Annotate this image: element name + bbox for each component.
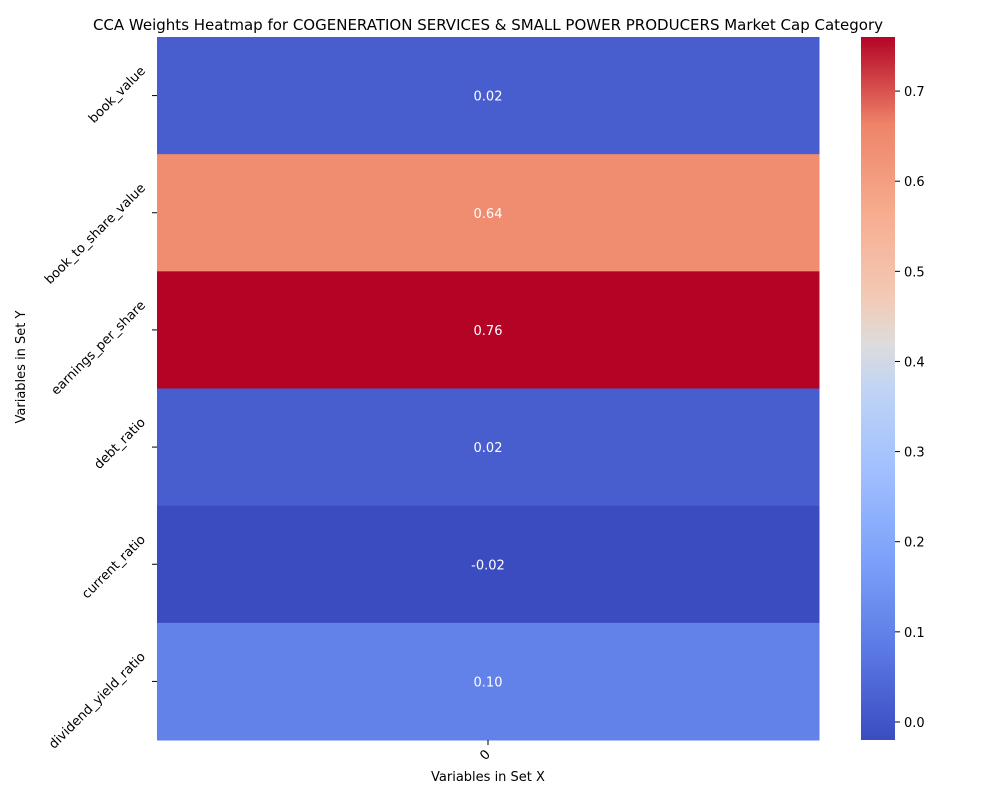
colorbar-tick-label: 0.4 bbox=[904, 355, 925, 370]
colorbar-gradient bbox=[861, 37, 895, 740]
heatmap-cells: 0.02 0.64 0.76 0.02 -0.02 0.10 bbox=[157, 37, 820, 741]
colorbar-tick-label: 0.3 bbox=[904, 446, 925, 461]
y-tick-label: current_ratio bbox=[79, 532, 149, 602]
heatmap-cell bbox=[157, 622, 820, 741]
heatmap-cell bbox=[157, 37, 820, 155]
colorbar-tick-label: 0.0 bbox=[904, 716, 925, 731]
colorbar-ticks: 0.0 0.1 0.2 0.3 0.4 0.5 0.6 0.7 bbox=[895, 85, 925, 731]
heatmap-cell bbox=[157, 505, 820, 624]
colorbar-tick-label: 0.7 bbox=[904, 85, 925, 100]
y-tick-label: book_value bbox=[86, 64, 149, 127]
cell-value-label: -0.02 bbox=[471, 558, 505, 573]
x-tick-label: 0 bbox=[477, 747, 493, 763]
cell-value-label: 0.02 bbox=[474, 90, 503, 105]
colorbar-tick-label: 0.6 bbox=[904, 175, 925, 190]
cell-value-label: 0.10 bbox=[474, 675, 503, 690]
cell-value-label: 0.76 bbox=[474, 324, 503, 339]
heatmap-cell bbox=[157, 388, 820, 507]
y-tick-label: book_to_share_value bbox=[42, 181, 149, 288]
y-axis-ticks: book_value book_to_share_valueearnings_pe… bbox=[42, 64, 157, 752]
colorbar-tick-label: 0.1 bbox=[904, 626, 925, 641]
colorbar-tick-label: 0.5 bbox=[904, 265, 925, 280]
x-axis-label: Variables in Set X bbox=[431, 770, 545, 785]
heatmap-cell bbox=[157, 271, 820, 389]
cell-value-label: 0.64 bbox=[474, 207, 503, 222]
cell-value-label: 0.02 bbox=[474, 441, 503, 456]
heatmap-cell bbox=[157, 154, 820, 272]
colorbar: 0.0 0.1 0.2 0.3 0.4 0.5 0.6 0.7 bbox=[861, 37, 925, 740]
colorbar-tick-label: 0.2 bbox=[904, 536, 925, 551]
x-axis-ticks: 0 bbox=[477, 740, 494, 764]
y-axis-label: Variables in Set Y bbox=[14, 310, 29, 423]
y-tick-label: earnings_per_share bbox=[49, 298, 149, 398]
y-tick-label: dividend_yield_ratio bbox=[46, 650, 149, 753]
y-tick-label: debt_ratio bbox=[91, 415, 148, 472]
chart-title: CCA Weights Heatmap for COGENERATION SER… bbox=[93, 16, 883, 34]
